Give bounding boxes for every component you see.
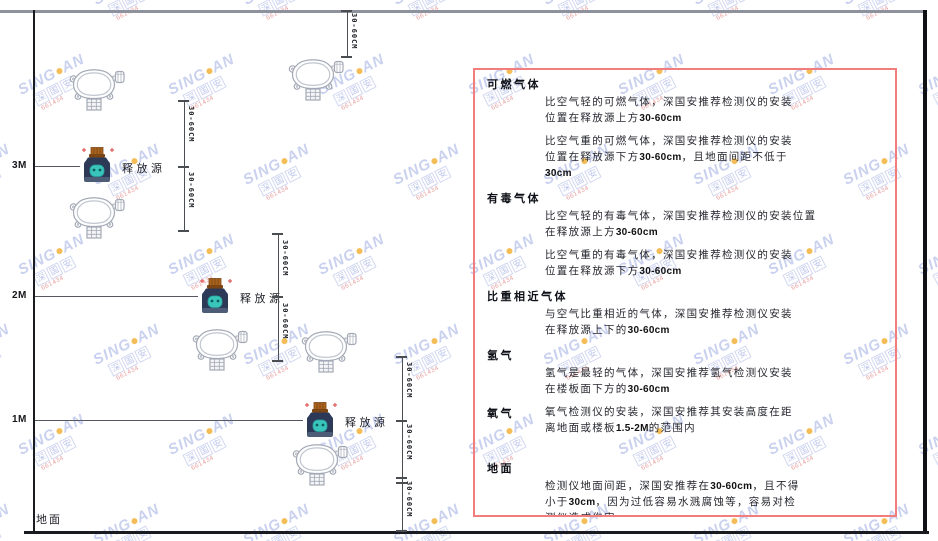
section-paragraph: 氧气检测仪的安装，深国安推荐其安装高度在距 离地面或楼板1.5-2M的范围内 (545, 407, 793, 434)
gas-detector-icon (69, 69, 125, 111)
ground-label: 地面 (36, 514, 62, 526)
section-oxygen: 氧气 氧气检测仪的安装，深国安推荐其安装高度在距 离地面或楼板1.5-2M的范围内 (487, 405, 883, 444)
gas-detector-icon (292, 444, 348, 486)
release-source-icon (82, 147, 114, 182)
section-paragraph: 与空气比重相近的气体，深国安推荐检测仪安装 在释放源上下的30-60cm (545, 309, 793, 336)
dimension-tick (341, 56, 352, 58)
gas-detector-icon (288, 59, 344, 101)
release-source-label: 释放源 (345, 417, 389, 429)
dimension-label: 30-60CM (405, 424, 413, 461)
dimension-line (402, 357, 403, 532)
dimension-label: 30-60CM (281, 303, 289, 340)
section-heading: 氢气 (487, 350, 514, 362)
dimension-tick (272, 296, 283, 298)
scale-label-3m: 3M (12, 160, 27, 171)
dimension-tick (396, 530, 407, 532)
dimension-line (278, 234, 279, 362)
release-source-icon (200, 278, 232, 313)
release-source-label: 释放源 (122, 163, 166, 175)
dimension-tick (272, 233, 283, 235)
section-heading: 地面 (487, 463, 514, 475)
section-paragraph: 比空气轻的可燃气体，深国安推荐检测仪的安装 位置在释放源上方30-60cm (545, 97, 793, 124)
dimension-label: 30-60CM (350, 13, 358, 50)
section-paragraph: 比空气重的有毒气体，深国安推荐检测仪的安装 位置在释放源下方30-60cm (545, 250, 793, 277)
dimension-tick (396, 356, 407, 358)
dimension-label: 30-60CM (187, 172, 195, 209)
level-line-2m (35, 296, 198, 297)
section-paragraph: 比空气轻的有毒气体，深国安推荐检测仪的安装位置 在释放源上方30-60cm (545, 211, 817, 238)
dimension-tick (396, 420, 407, 422)
section-heading: 氧气 (487, 408, 514, 420)
section-hydrogen: 氢气 氢气是最轻的气体，深国安推荐氢气检测仪安装 在楼板面下方的30-60cm (487, 347, 883, 398)
dimension-tick (396, 482, 407, 484)
scale-label-2m: 2M (12, 290, 27, 301)
right-wall-line (923, 10, 927, 533)
dimension-label: 30-60CM (405, 362, 413, 399)
dimension-tick (178, 100, 189, 102)
level-line-1m (35, 420, 303, 421)
section-similar-density-gas: 比重相近气体 与空气比重相近的气体，深国安推荐检测仪安装 在释放源上下的30-60… (487, 288, 883, 339)
scale-label-1m: 1M (12, 414, 27, 425)
height-axis-line (33, 10, 35, 533)
section-toxic-gas: 有毒气体 比空气轻的有毒气体，深国安推荐检测仪的安装位置 在释放源上方30-60c… (487, 190, 883, 280)
dimension-tick (178, 230, 189, 232)
dimension-label: 30-60CM (187, 106, 195, 143)
installation-guide-panel: 可燃气体 比空气轻的可燃气体，深国安推荐检测仪的安装 位置在释放源上方30-60c… (473, 68, 897, 517)
dimension-tick (396, 477, 407, 479)
dimension-tick (272, 360, 283, 362)
section-ground: 地面 检测仪地面间距，深国安推荐在30-60cm，且不得 小于30cm，因为过低容… (487, 460, 883, 515)
release-source-label: 释放源 (240, 293, 284, 305)
section-flammable-gas: 可燃气体 比空气轻的可燃气体，深国安推荐检测仪的安装 位置在释放源上方30-60c… (487, 76, 883, 182)
section-heading: 有毒气体 (487, 193, 541, 205)
section-paragraph: 检测仪地面间距，深国安推荐在30-60cm，且不得 小于30cm，因为过低容易水溅… (545, 481, 800, 515)
level-line-3m (35, 166, 80, 167)
release-source-icon (305, 402, 337, 437)
section-paragraph: 氢气是最轻的气体，深国安推荐氢气检测仪安装 在楼板面下方的30-60cm (545, 368, 793, 395)
section-paragraph: 比空气重的可燃气体，深国安推荐检测仪的安装 位置在释放源下方30-60cm，且地面… (545, 136, 793, 179)
dimension-line (347, 11, 348, 57)
ceiling-line (0, 10, 927, 13)
gas-detector-icon (192, 329, 248, 371)
dimension-label: 30-60CM (281, 240, 289, 277)
dimension-tick (178, 166, 189, 168)
dimension-tick (341, 10, 352, 12)
section-heading: 比重相近气体 (487, 291, 568, 303)
gas-detector-icon (301, 331, 357, 373)
section-heading: 可燃气体 (487, 79, 541, 91)
gas-detector-icon (69, 197, 125, 239)
ground-line (24, 531, 929, 534)
dimension-label: 30-60CM (405, 481, 413, 518)
